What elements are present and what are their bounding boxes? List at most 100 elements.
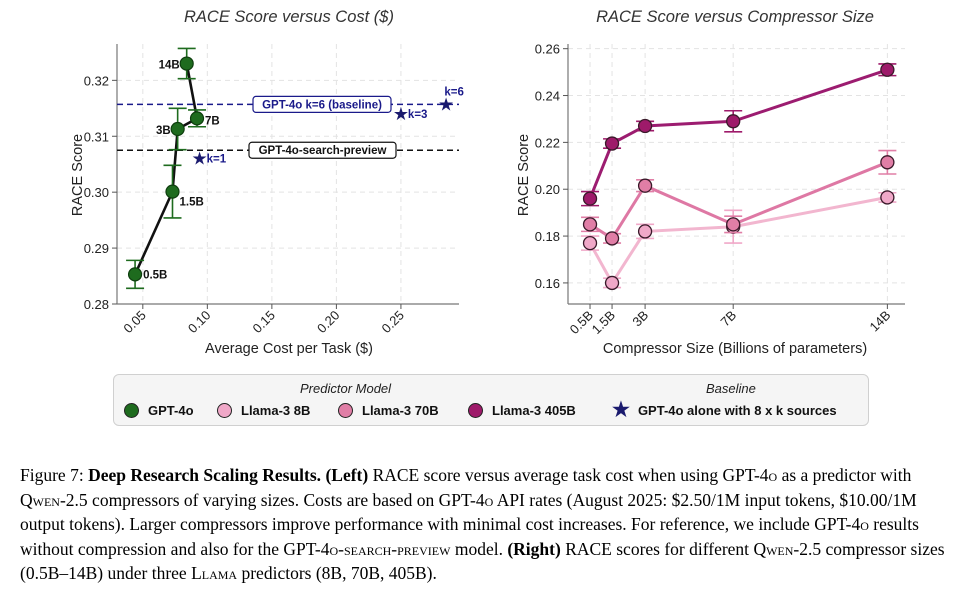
- legend-item-gpt4o: GPT-4o: [124, 403, 194, 418]
- legend-predictor-heading: Predictor Model: [300, 381, 392, 396]
- baseline-star-icon: ★: [192, 149, 208, 170]
- gpt4o-point: [170, 121, 185, 137]
- legend-marker-llama-8b: [217, 403, 232, 418]
- gpt4o-point-label: 7B: [205, 115, 220, 127]
- gpt4o-point-label: 3B: [156, 125, 171, 137]
- gpt4o-point: [165, 184, 180, 199]
- star-icon: ★: [612, 399, 630, 421]
- left-x-axis-label: Average Cost per Task ($): [205, 341, 373, 357]
- caption-text-8: -2.5 compressor sizes (0.5B–14B) under t…: [20, 538, 945, 584]
- llama-3-405b-point: [726, 114, 741, 129]
- legend-label-gpt4o: GPT-4o: [148, 403, 194, 418]
- gpt4o-point: [189, 111, 205, 126]
- reference-line-label-box: [248, 141, 397, 159]
- llama-3-8b-point: [880, 190, 895, 205]
- left-x-tick-label: 0.20: [314, 308, 343, 337]
- right-x-tick-label: 7B: [717, 308, 739, 330]
- left-x-tick-label: 0.15: [249, 308, 278, 337]
- caption-right-tag: (Right): [507, 538, 561, 559]
- right-x-tick-label: 3B: [629, 308, 651, 330]
- llama-3-405b-point: [637, 118, 653, 134]
- llama-3-70b-point: [880, 155, 895, 170]
- llama-3-70b-point: [726, 217, 741, 232]
- right-x-tick-label: 1.5B: [589, 308, 619, 338]
- llama-3-8b-point: [582, 235, 598, 251]
- right-chart-title: RACE Score versus Compressor Size: [596, 8, 874, 26]
- legend-baseline-heading: Baseline: [706, 381, 756, 396]
- legend-item-llama-8b: Llama-3 8B: [217, 403, 310, 418]
- right-y-tick-label: 0.22: [535, 135, 560, 150]
- caption-text-6: model.: [450, 538, 508, 559]
- reference-line-label: GPT-4o-search-preview: [259, 145, 387, 157]
- left-y-tick-label: 0.32: [84, 73, 109, 88]
- caption-text-2: as a predictor with: [777, 465, 912, 485]
- caption-title: Deep Research Scaling Results.: [88, 465, 322, 485]
- llama-3-70b-point: [637, 178, 653, 193]
- llama-3-405b-point: [582, 191, 598, 206]
- caption-text-7: RACE scores for different: [560, 538, 754, 559]
- right-y-tick-label: 0.16: [535, 276, 560, 291]
- legend-label-llama-405b: Llama-3 405B: [492, 403, 576, 418]
- figure-canvas: RACE Score versus Cost ($) Average Cost …: [70, 8, 905, 357]
- caption-search-preview: o-search-preview: [329, 538, 451, 559]
- gpt4o-point-label: 1.5B: [179, 197, 203, 209]
- right-y-tick-label: 0.18: [535, 229, 560, 244]
- gpt4o-point-label: 14B: [159, 60, 180, 72]
- legend-item-llama-70b: Llama-3 70B: [338, 403, 439, 418]
- legend-label-llama-8b: Llama-3 8B: [241, 403, 311, 418]
- llama-3-8b-point: [637, 224, 653, 239]
- baseline-point-label: k=6: [444, 86, 464, 98]
- legend-label-baseline: GPT-4o alone with 8 x k sources: [637, 403, 837, 418]
- left-x-tick-label: 0.25: [379, 308, 408, 337]
- left-chart: RACE Score versus Cost ($) Average Cost …: [70, 8, 464, 357]
- llama-3-70b-point: [604, 231, 620, 246]
- gpt4o-point: [127, 267, 143, 282]
- baseline-star-icon: ★: [438, 94, 454, 115]
- right-x-tick-label: 14B: [867, 308, 894, 335]
- gpt4o-point-label: 0.5B: [143, 269, 167, 281]
- legend-label-llama-70b: Llama-3 70B: [362, 403, 439, 418]
- llama-3-70b-point: [582, 217, 598, 232]
- caption-o-3: o: [860, 514, 869, 534]
- llama-3-405b-point: [604, 136, 620, 151]
- caption-text-5: results without compression and also for…: [20, 514, 919, 559]
- left-y-tick-label: 0.31: [84, 129, 109, 144]
- baseline-point-label: k=1: [207, 154, 227, 166]
- gpt4o-series-line: [133, 63, 199, 275]
- right-y-axis-label: RACE Score: [516, 134, 532, 216]
- left-y-tick-label: 0.28: [84, 297, 109, 312]
- caption-o-2: o: [484, 489, 494, 510]
- right-x-axis-label: Compressor Size (Billions of parameters): [603, 341, 867, 357]
- legend-marker-llama-405b: [468, 403, 483, 418]
- legend-marker-llama-70b: [338, 403, 353, 418]
- caption-qwen-2: Qwen: [753, 538, 794, 559]
- caption-o-1: o: [768, 465, 778, 485]
- right-y-tick-label: 0.24: [535, 89, 560, 104]
- caption-fig-label: Figure 7:: [20, 465, 89, 485]
- left-y-tick-label: 0.30: [84, 185, 109, 200]
- gpt4o-point: [179, 56, 194, 71]
- left-x-tick-label: 0.10: [185, 308, 214, 337]
- caption-text-4: API rates (August 2025: $2.50/1M input t…: [20, 489, 917, 535]
- baseline-point-label: k=3: [408, 109, 428, 121]
- right-y-tick-label: 0.26: [535, 42, 560, 57]
- reference-line-label: GPT-4o k=6 (baseline): [262, 99, 382, 111]
- legend-item-baseline: ★ GPT-4o alone with 8 x k sources: [612, 399, 837, 421]
- right-y-tick-label: 0.20: [535, 182, 560, 197]
- caption-text-3: -2.5 compressors of varying sizes. Costs…: [59, 489, 485, 510]
- left-y-tick-label: 0.29: [84, 241, 109, 256]
- caption-qwen-1: Qwen: [20, 489, 60, 510]
- legend-item-llama-405b: Llama-3 405B: [468, 403, 576, 418]
- reference-line-label-box: [252, 95, 392, 113]
- caption-left-tag: (Left): [325, 465, 369, 485]
- llama-3-8b-point: [604, 275, 620, 291]
- right-chart: RACE Score versus Compressor Size Compre…: [516, 8, 905, 357]
- legend: Predictor Model Baseline GPT-4o Llama-3 …: [113, 374, 869, 426]
- caption-text-9: predictors (8B, 70B, 405B).: [237, 563, 437, 583]
- left-chart-title: RACE Score versus Cost ($): [184, 8, 394, 26]
- caption-text-1: RACE score versus average task cost when…: [368, 465, 769, 485]
- left-y-axis-label: RACE Score: [70, 134, 86, 216]
- caption-llama: Llama: [191, 563, 238, 583]
- llama-3-405b-point: [880, 62, 895, 77]
- baseline-star-icon: ★: [393, 104, 409, 125]
